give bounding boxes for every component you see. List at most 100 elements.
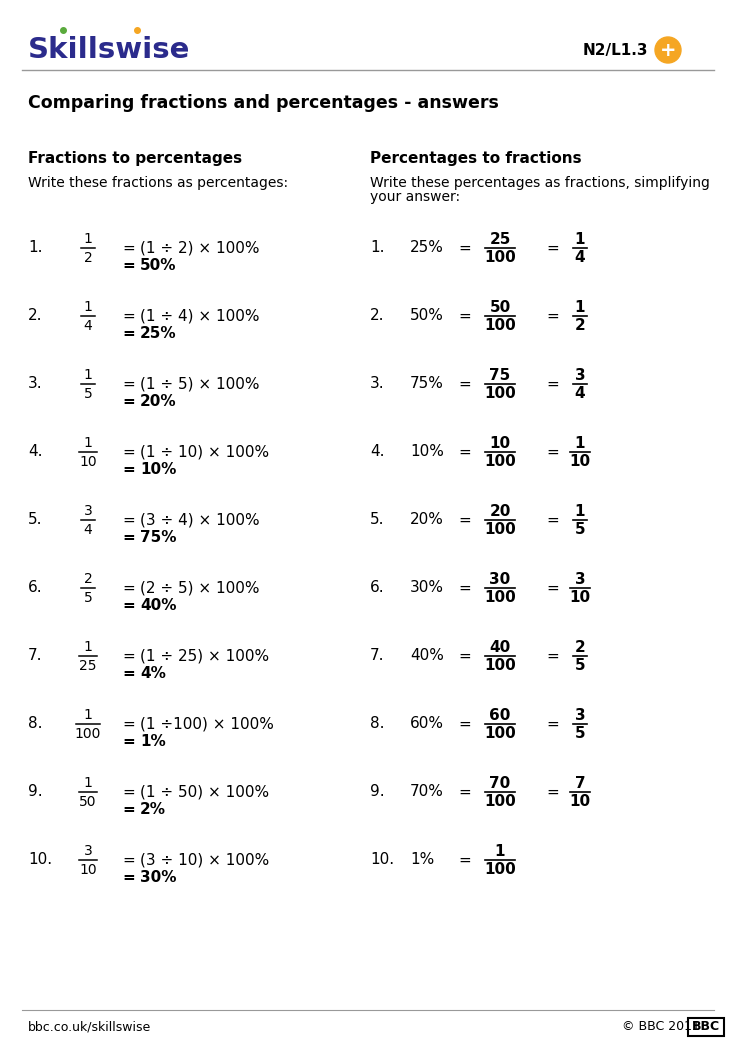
Text: 75: 75 [489, 368, 511, 382]
Text: 2: 2 [575, 319, 585, 333]
Text: 1.: 1. [28, 241, 43, 255]
Text: 1: 1 [575, 231, 585, 247]
Text: =: = [458, 717, 471, 731]
Text: 100: 100 [484, 863, 516, 877]
Text: 4%: 4% [140, 667, 166, 681]
Text: 1: 1 [575, 436, 585, 450]
Text: 30%: 30% [140, 870, 177, 886]
Text: (2 ÷ 5) × 100%: (2 ÷ 5) × 100% [140, 580, 260, 595]
Text: =: = [458, 445, 471, 460]
Text: 8.: 8. [28, 717, 43, 731]
Text: =: = [458, 308, 471, 323]
Text: =: = [546, 241, 559, 255]
Text: 10: 10 [570, 794, 590, 810]
Text: =: = [122, 258, 135, 273]
Text: (1 ÷100) × 100%: (1 ÷100) × 100% [140, 717, 274, 731]
Text: 4.: 4. [28, 445, 43, 460]
Text: =: = [122, 513, 135, 527]
Text: =: = [546, 648, 559, 664]
Text: 4.: 4. [370, 445, 384, 460]
Circle shape [655, 38, 681, 63]
Text: 3: 3 [84, 504, 93, 518]
Text: 10: 10 [489, 436, 511, 450]
Text: =: = [546, 376, 559, 392]
Text: =: = [458, 648, 471, 664]
Text: =: = [122, 376, 135, 392]
Text: 100: 100 [75, 727, 101, 741]
Text: =: = [458, 852, 471, 868]
Text: 1: 1 [575, 503, 585, 519]
Text: 4: 4 [575, 387, 585, 401]
Text: 40%: 40% [410, 648, 444, 664]
Text: =: = [122, 445, 135, 460]
Text: 1: 1 [84, 776, 93, 790]
Text: 3: 3 [575, 368, 585, 382]
Text: 5.: 5. [28, 513, 43, 527]
Text: 1: 1 [84, 300, 93, 314]
Text: =: = [546, 580, 559, 595]
Text: 5: 5 [575, 659, 585, 673]
Text: 10.: 10. [28, 852, 52, 868]
Text: 5: 5 [575, 726, 585, 742]
Text: 100: 100 [484, 319, 516, 333]
Text: =: = [122, 241, 135, 255]
Text: 50: 50 [489, 299, 511, 315]
Text: 1: 1 [84, 232, 93, 246]
Text: 1%: 1% [410, 852, 434, 868]
Text: Write these percentages as fractions, simplifying: Write these percentages as fractions, si… [370, 176, 710, 190]
Text: 2: 2 [84, 572, 93, 586]
Text: 100: 100 [484, 659, 516, 673]
Text: (1 ÷ 50) × 100%: (1 ÷ 50) × 100% [140, 785, 269, 799]
Text: 8.: 8. [370, 717, 384, 731]
Text: 2.: 2. [370, 308, 384, 323]
Text: 4: 4 [575, 250, 585, 266]
Text: 70: 70 [489, 775, 511, 791]
Text: 100: 100 [484, 726, 516, 742]
Text: =: = [122, 598, 135, 614]
Text: 3: 3 [575, 708, 585, 722]
Text: =: = [122, 785, 135, 799]
Text: =: = [458, 376, 471, 392]
Text: 10: 10 [570, 591, 590, 605]
Text: 5.: 5. [370, 513, 384, 527]
Text: 2.: 2. [28, 308, 43, 323]
Text: 2: 2 [575, 640, 585, 654]
Text: 6.: 6. [28, 580, 43, 595]
Text: 75%: 75% [410, 376, 444, 392]
Text: =: = [122, 463, 135, 477]
Text: =: = [122, 648, 135, 664]
Text: 3: 3 [84, 844, 93, 858]
Text: (3 ÷ 4) × 100%: (3 ÷ 4) × 100% [140, 513, 260, 527]
Text: 4: 4 [84, 523, 93, 537]
Text: (1 ÷ 25) × 100%: (1 ÷ 25) × 100% [140, 648, 269, 664]
Text: (1 ÷ 10) × 100%: (1 ÷ 10) × 100% [140, 445, 269, 460]
Text: 5: 5 [84, 387, 93, 401]
Text: =: = [546, 445, 559, 460]
Text: 100: 100 [484, 794, 516, 810]
Text: =: = [458, 513, 471, 527]
Text: 20%: 20% [410, 513, 444, 527]
Text: your answer:: your answer: [370, 190, 460, 204]
Text: =: = [122, 580, 135, 595]
Text: 25%: 25% [410, 241, 444, 255]
Text: =: = [122, 308, 135, 323]
Text: 100: 100 [484, 522, 516, 538]
Text: =: = [122, 530, 135, 546]
Text: 5: 5 [84, 591, 93, 605]
Text: =: = [122, 667, 135, 681]
Text: 4: 4 [84, 319, 93, 333]
Text: =: = [122, 735, 135, 749]
Text: 5: 5 [575, 522, 585, 538]
Text: =: = [546, 717, 559, 731]
Text: 7.: 7. [28, 648, 43, 664]
Text: 6.: 6. [370, 580, 385, 595]
Text: 1: 1 [575, 299, 585, 315]
Text: 10: 10 [570, 454, 590, 470]
Text: 9.: 9. [370, 785, 385, 799]
Text: 1.: 1. [370, 241, 384, 255]
Text: 25: 25 [79, 659, 96, 673]
Text: BBC: BBC [692, 1020, 720, 1034]
Text: 7: 7 [575, 775, 585, 791]
Text: (1 ÷ 2) × 100%: (1 ÷ 2) × 100% [140, 241, 260, 255]
Text: =: = [546, 308, 559, 323]
